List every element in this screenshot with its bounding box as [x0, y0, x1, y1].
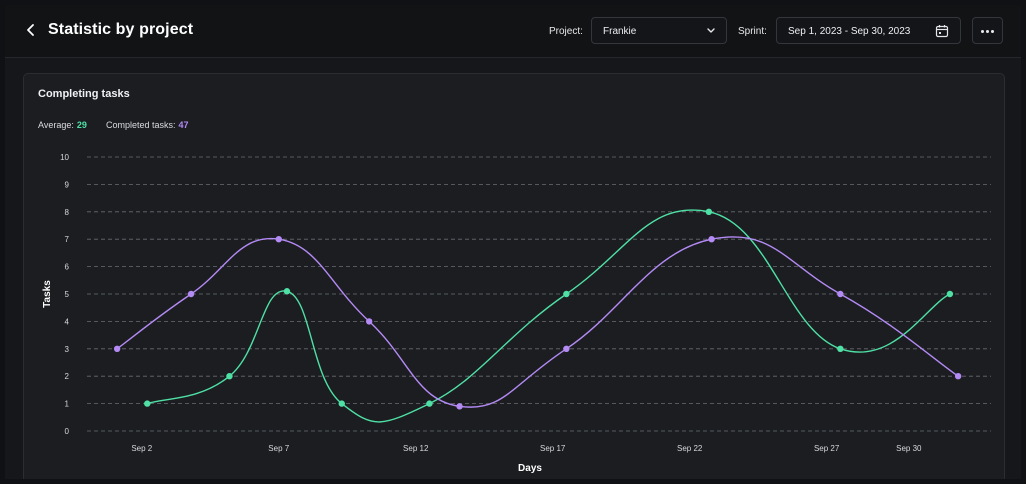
x-tick-label: Sep 27 [814, 444, 840, 453]
project-select-value: Frankie [603, 26, 637, 37]
y-tick-label: 0 [65, 427, 70, 436]
more-options-button[interactable] [972, 17, 1003, 44]
y-axis-title: Tasks [42, 280, 53, 308]
average-stat: Average: 29 [38, 120, 87, 130]
x-tick-label: Sep 30 [896, 444, 922, 453]
sprint-label: Sprint: [738, 26, 767, 37]
average-data-point[interactable] [563, 290, 570, 298]
sprint-date-range-picker[interactable]: Sep 1, 2023 - Sep 30, 2023 [776, 17, 961, 44]
completed-label: Completed tasks: [106, 120, 176, 130]
average-data-point[interactable] [144, 400, 151, 407]
average-data-point[interactable] [226, 373, 233, 380]
average-label: Average: [38, 120, 74, 130]
completed-series-line [116, 236, 959, 408]
completed-data-point[interactable] [563, 345, 570, 352]
y-tick-label: 8 [65, 208, 70, 217]
project-select[interactable]: Frankie [591, 17, 727, 44]
sprint-date-range-value: Sep 1, 2023 - Sep 30, 2023 [788, 26, 911, 37]
y-tick-label: 2 [65, 372, 70, 381]
x-tick-label: Sep 2 [131, 444, 152, 453]
completed-data-point[interactable] [456, 403, 463, 410]
y-tick-label: 9 [65, 180, 70, 189]
x-tick-label: Sep 17 [540, 444, 566, 453]
y-tick-label: 7 [65, 235, 70, 244]
y-tick-label: 4 [65, 317, 70, 326]
average-data-point[interactable] [338, 400, 345, 407]
app-window: Statistic by project Project: Frankie Sp… [5, 5, 1021, 479]
average-data-point[interactable] [946, 290, 954, 298]
completing-tasks-chart: 0 1 2 3 4 5 6 7 8 9 10 Sep 2 Sep 7 Sep 12 Sep 17 Sep 2… [42, 153, 991, 474]
completed-data-point[interactable] [954, 373, 962, 380]
completed-data-point[interactable] [275, 236, 282, 243]
page-title: Statistic by project [48, 21, 194, 38]
x-axis-title: Days [518, 463, 542, 474]
completed-data-point[interactable] [365, 318, 373, 325]
y-tick-label: 10 [60, 153, 69, 162]
y-tick-label: 1 [65, 400, 70, 409]
average-data-point[interactable] [837, 345, 844, 352]
completed-data-point[interactable] [708, 236, 715, 243]
completed-data-point[interactable] [113, 345, 121, 352]
chevron-down-icon [707, 28, 715, 33]
card-title: Completing tasks [38, 88, 130, 100]
page-header: Statistic by project Project: Frankie Sp… [5, 5, 1021, 58]
calendar-icon [935, 25, 949, 38]
more-icon [981, 30, 984, 33]
chevron-left-icon[interactable] [23, 22, 39, 38]
average-series-line [147, 209, 951, 423]
completed-data-point[interactable] [187, 290, 195, 298]
completed-stat: Completed tasks: 47 [106, 120, 189, 130]
completed-value: 47 [178, 120, 189, 130]
completed-data-point[interactable] [837, 290, 844, 298]
x-tick-label: Sep 22 [677, 444, 703, 453]
average-value: 29 [76, 120, 87, 130]
y-tick-label: 6 [65, 263, 70, 272]
average-data-point[interactable] [705, 208, 713, 215]
average-data-point[interactable] [426, 400, 433, 407]
project-label: Project: [549, 26, 583, 37]
y-tick-label: 3 [65, 345, 70, 354]
x-tick-label: Sep 7 [268, 444, 289, 453]
y-tick-label: 5 [65, 290, 70, 299]
x-tick-label: Sep 12 [403, 444, 429, 453]
completing-tasks-card: Completing tasks Average: 29 Completed ta… [23, 73, 1005, 479]
average-data-point[interactable] [283, 288, 291, 295]
